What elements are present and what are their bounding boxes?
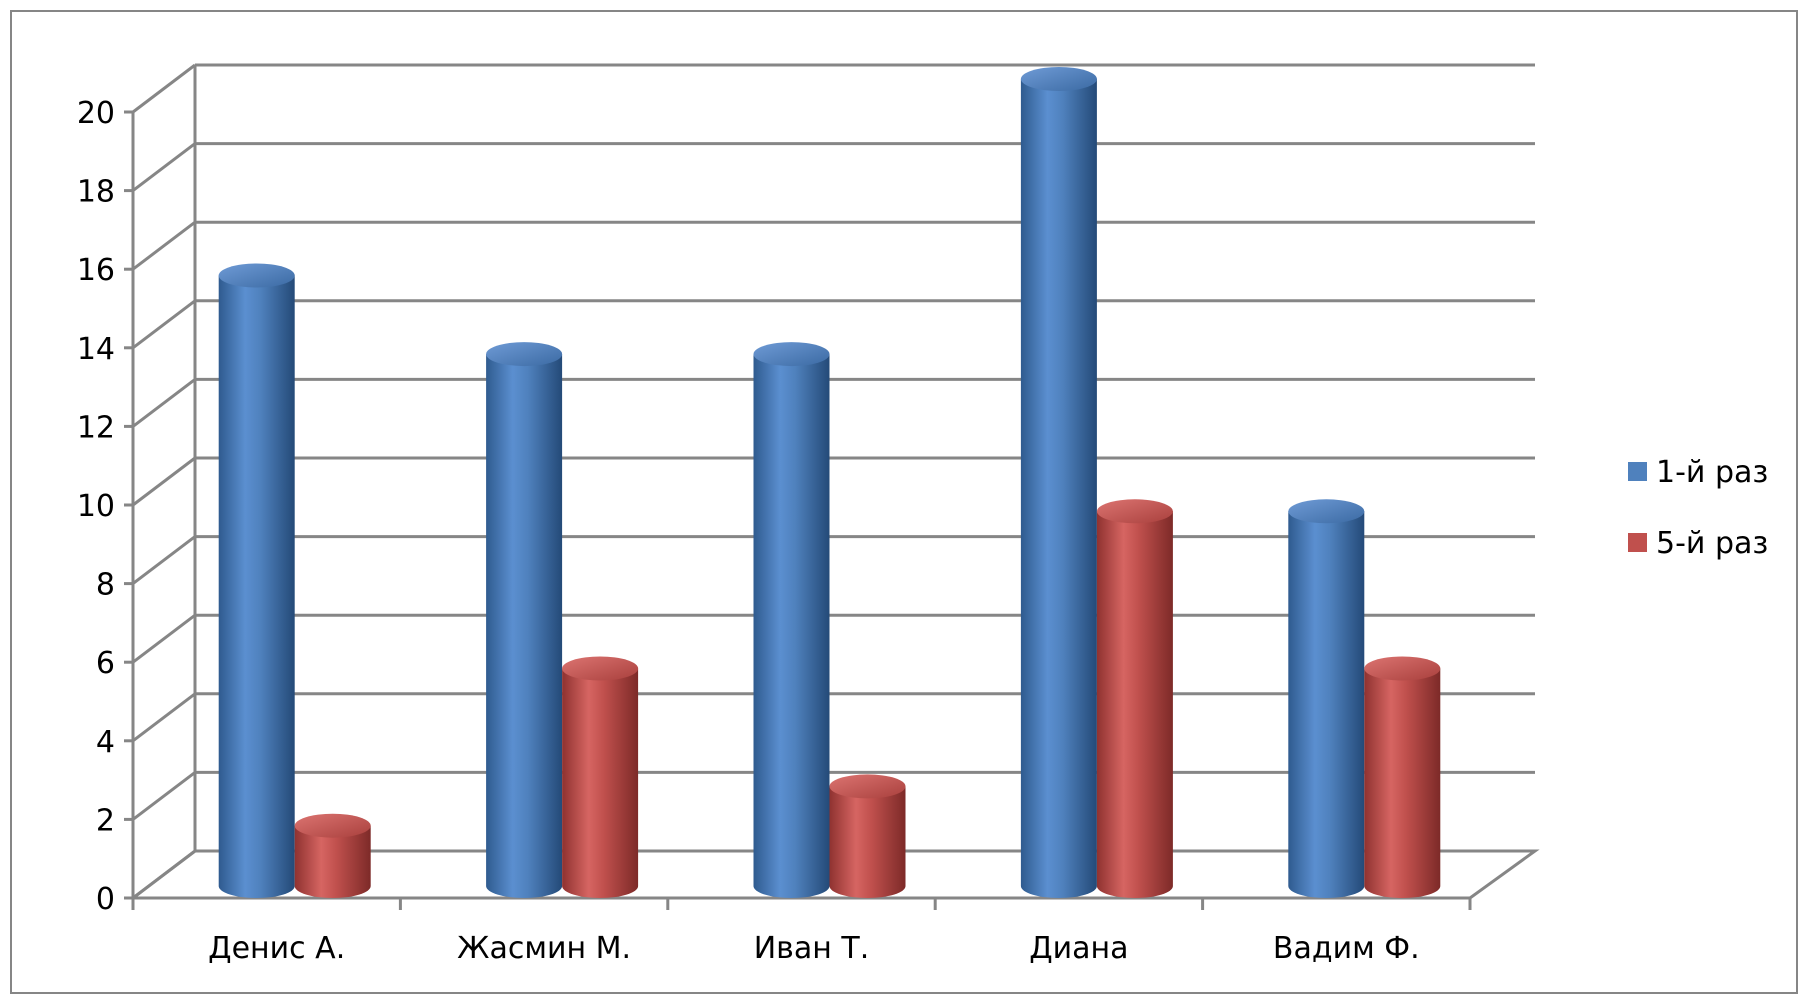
bar-1-й раз-Денис А.	[218, 263, 295, 898]
bar-top	[562, 656, 639, 681]
gridline-side	[132, 221, 196, 271]
bar-top	[829, 774, 906, 799]
bar-top	[1096, 499, 1173, 524]
bar-top	[753, 342, 830, 367]
bar-body	[562, 668, 639, 898]
bar-body	[753, 354, 830, 899]
bar-top	[1020, 67, 1097, 91]
bar-body	[294, 825, 371, 898]
gridline-side	[132, 63, 196, 114]
bar-5-й раз-Вадим Ф.	[1364, 656, 1441, 898]
bars	[218, 67, 1441, 899]
bar-body	[486, 354, 563, 898]
x-tick-label: Диана	[1029, 931, 1128, 966]
bar-body	[829, 786, 906, 898]
y-tick-label: 2	[96, 803, 115, 838]
legend-label: 5-й раз	[1656, 526, 1768, 561]
y-tick-label: 8	[96, 568, 115, 603]
bar-body	[1364, 668, 1441, 898]
bar-1-й раз-Иван Т.	[753, 342, 830, 899]
x-tick-label: Вадим Ф.	[1273, 931, 1420, 966]
bar-5-й раз-Жасмин М.	[562, 656, 639, 898]
bar-top	[294, 813, 371, 838]
gridline-side	[132, 535, 196, 585]
gridline-side	[132, 456, 196, 507]
y-tick-label: 18	[77, 175, 115, 210]
bar-1-й раз-Вадим Ф.	[1288, 499, 1365, 898]
x-tick-label: Жасмин М.	[457, 931, 631, 966]
gridline-side	[132, 142, 196, 192]
legend: 1-й раз 5-й раз	[1628, 455, 1768, 561]
gridline-side	[132, 378, 196, 428]
legend-swatch	[1628, 533, 1647, 552]
bar-body	[1096, 511, 1173, 898]
bar-body	[1020, 79, 1097, 898]
y-tick-label: 20	[77, 96, 115, 131]
y-tick-label: 14	[77, 332, 115, 367]
y-tick-label: 4	[96, 725, 115, 760]
legend-label: 1-й раз	[1656, 455, 1768, 490]
y-tick-label: 0	[96, 882, 115, 917]
legend-entry: 5-й раз	[1628, 526, 1768, 561]
bar-body	[1288, 511, 1365, 898]
bar-1-й раз-Жасмин М.	[486, 342, 563, 898]
y-tick-label: 16	[77, 253, 115, 288]
gridline-side	[132, 771, 196, 821]
legend-swatch	[1628, 462, 1647, 481]
bar-top	[1288, 499, 1365, 524]
axes	[124, 110, 1472, 910]
legend-entry: 1-й раз	[1628, 455, 1768, 490]
x-tick-label: Иван Т.	[754, 931, 870, 966]
axis-labels: 0 2 4 6 8 10 12 14 16 18 20 Денис А. Жасмин М. Иван Т…	[77, 96, 1420, 966]
y-tick-label: 6	[96, 646, 115, 681]
gridline-side	[132, 299, 196, 349]
x-tick-label: Денис А.	[208, 931, 345, 966]
bar-top	[486, 342, 563, 367]
gridline-side	[132, 614, 196, 664]
y-tick-label: 12	[77, 410, 115, 445]
bar-body	[218, 275, 295, 898]
bar-1-й раз-Диана	[1020, 67, 1097, 898]
bar-5-й раз-Иван Т.	[829, 774, 906, 898]
bar-5-й раз-Денис А.	[294, 813, 371, 898]
bar-top	[218, 263, 295, 288]
y-tick-label: 10	[77, 489, 115, 524]
bar-5-й раз-Диана	[1096, 499, 1173, 898]
gridline-side	[132, 692, 196, 742]
bar-top	[1364, 656, 1441, 681]
